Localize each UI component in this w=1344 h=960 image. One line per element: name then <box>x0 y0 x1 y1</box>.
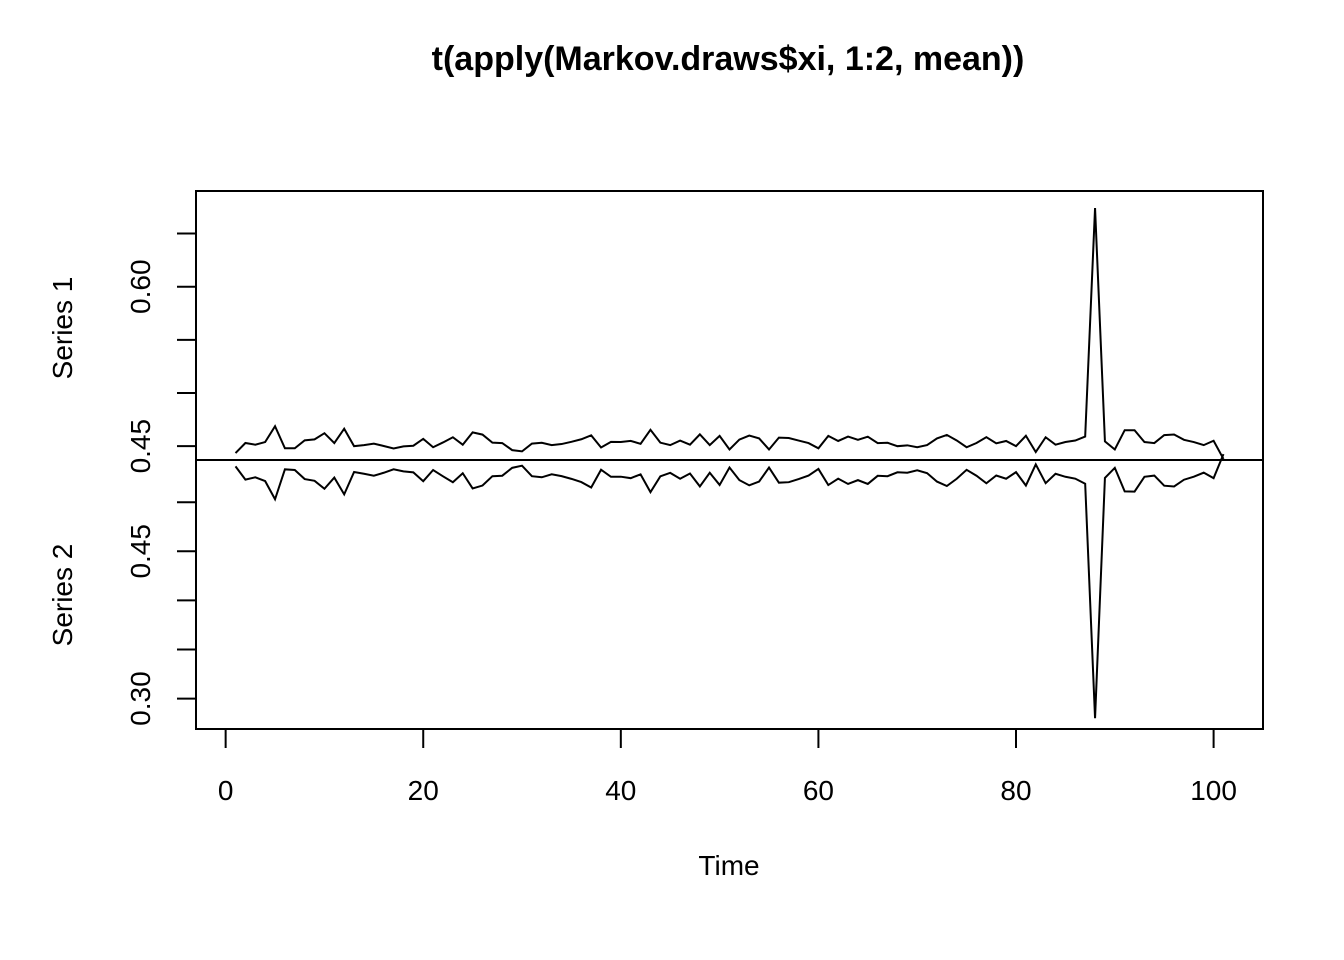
x-tick-label: 80 <box>1000 775 1031 806</box>
chart-title: t(apply(Markov.draws$xi, 1:2, mean)) <box>432 40 1025 78</box>
series-1-y-tick-label: 0.45 <box>125 419 156 474</box>
x-tick-label: 40 <box>605 775 636 806</box>
series-2-label: Series 2 <box>47 544 78 647</box>
series-2-y-tick-label: 0.30 <box>125 671 156 726</box>
series-1-line <box>234 207 1225 460</box>
series-1-y-tick-label: 0.60 <box>125 259 156 314</box>
x-tick-label: 20 <box>408 775 439 806</box>
series-2-panel <box>195 459 1264 730</box>
series-2-line <box>234 453 1225 719</box>
x-tick-label: 0 <box>218 775 234 806</box>
series-1-label: Series 1 <box>47 277 78 380</box>
x-axis-label: Time <box>698 850 759 881</box>
x-tick-label: 60 <box>803 775 834 806</box>
series-2-y-tick-label: 0.45 <box>125 524 156 579</box>
series-1-panel <box>195 190 1264 461</box>
x-tick-label: 100 <box>1190 775 1237 806</box>
